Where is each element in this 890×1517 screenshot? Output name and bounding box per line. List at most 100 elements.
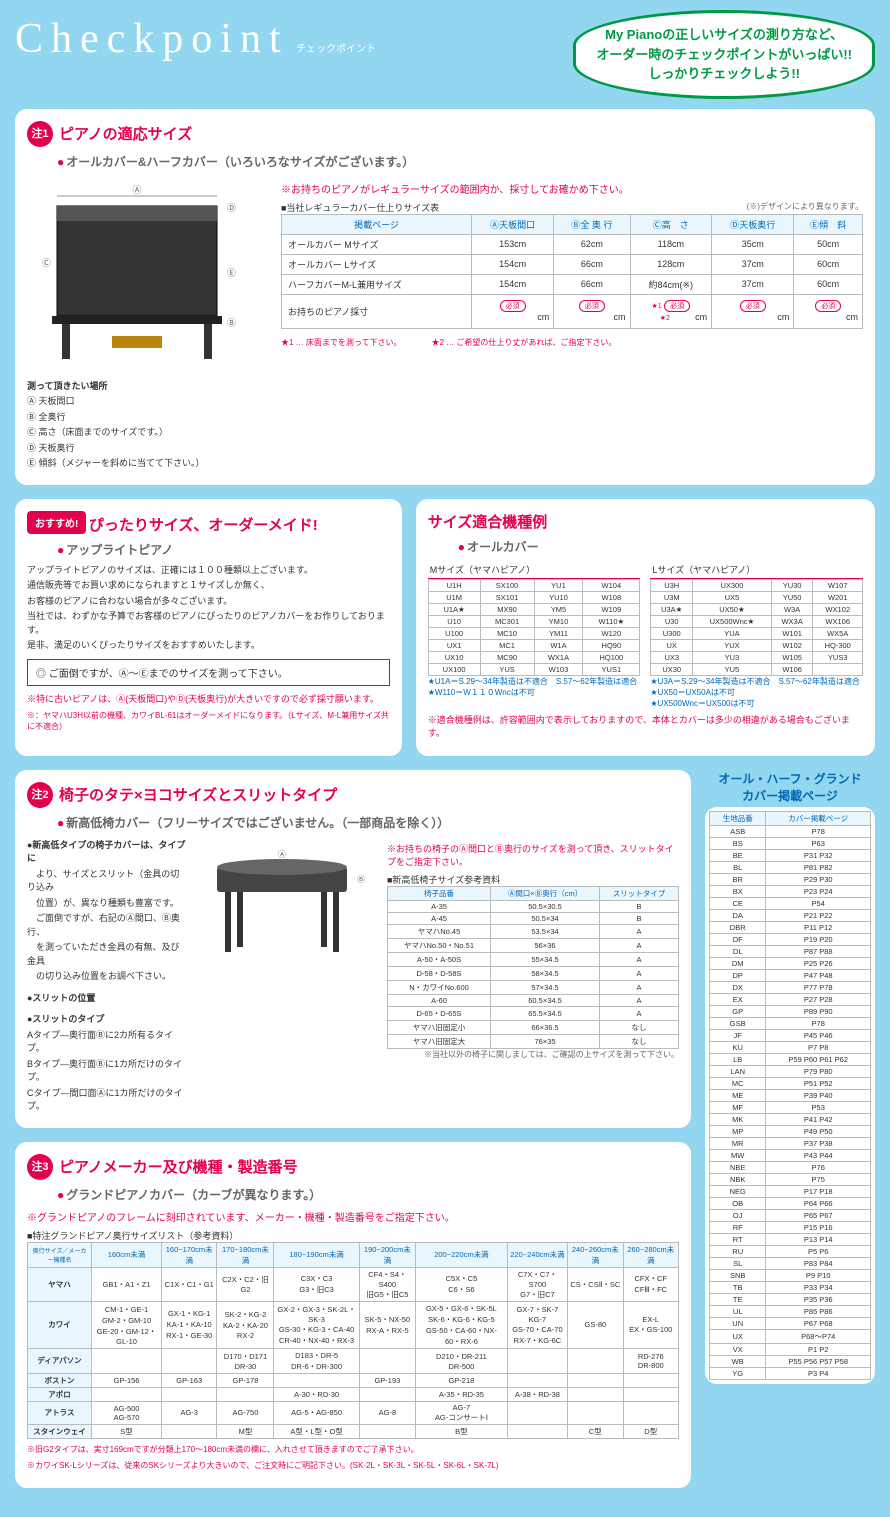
table-row: GSBP78 [710, 1017, 871, 1029]
table-row: ULP85 P86 [710, 1305, 871, 1317]
section-3: 注3 ピアノメーカー及び機種・製造番号 グランドピアノカバー（カーブが異なります。… [15, 1142, 691, 1488]
svg-text:Ⓐ: Ⓐ [132, 185, 141, 195]
speech-bubble: My Pianoの正しいサイズの測り方など、 オーダー時のチェックポイントがいっ… [573, 10, 875, 99]
table-row: BLP81 P82 [710, 861, 871, 873]
table-row: UNP67 P68 [710, 1317, 871, 1329]
sec2-sub: 新高低椅カバー（フリーサイズではございません。（一部商品を除く）） [57, 814, 679, 831]
table-row: D-65・D-65S65.5×34.5A [388, 1006, 679, 1020]
table-row: MRP37 P38 [710, 1137, 871, 1149]
table-row: DPP47 P48 [710, 969, 871, 981]
table-row: ヤマハNo.4553.5×34A [388, 924, 679, 938]
table-row: TEP35 P36 [710, 1293, 871, 1305]
table-row: WBP55 P56 P57 P58 [710, 1355, 871, 1367]
cover-page-table: 生地品番カバー掲載ページASBP78BSP63BEP31 P32BLP81 P8… [709, 811, 871, 1380]
section-2: 注2 椅子のタテ×ヨコサイズとスリットタイプ 新高低椅カバー（フリーサイズではござ… [15, 770, 691, 1128]
table-row: SNBP9 P10 [710, 1269, 871, 1281]
table-row: DLP87 P88 [710, 945, 871, 957]
table-row: UXP68～P74 [710, 1329, 871, 1343]
table-row: ハーフカバーM-L兼用サイズ154cm66cm約84cm(※)37cm60cm [282, 274, 863, 294]
table-row: GPP89 P90 [710, 1005, 871, 1017]
table-row: MFP53 [710, 1101, 871, 1113]
svg-text:Ⓔ: Ⓔ [227, 268, 236, 278]
table-row: ヤマハNo.50・No.5156×36A [388, 938, 679, 952]
table-row: D-58・D-58S58×34.5A [388, 966, 679, 980]
table-row: UX100YUSW103YUS1 [428, 663, 640, 675]
svg-text:Ⓑ: Ⓑ [357, 875, 365, 884]
sec2-title: 椅子のタテ×ヨコサイズとスリットタイプ [59, 784, 337, 805]
sec1-warn: ※お持ちのピアノがレギュラーサイズの範囲内か、採寸してお確かめ下さい。 [281, 181, 863, 196]
table-row: OBP64 P66 [710, 1197, 871, 1209]
table-row: DBRP11 P12 [710, 921, 871, 933]
table-row: NBKP75 [710, 1173, 871, 1185]
table-row: ASBP78 [710, 825, 871, 837]
table-row: NEGP17 P18 [710, 1185, 871, 1197]
table-row: ヤマハGB1・A1・Z1C1X・C1・G1C2X・C2・旧G2C3X・C3 G3… [28, 1267, 679, 1301]
svg-text:Ⓓ: Ⓓ [227, 203, 236, 213]
table-row: U3HUX300YU30W107 [651, 579, 863, 591]
table-row: カワイCM-1・GE-1 GM-2・GM-10 GE-20・GM-12・GL-1… [28, 1301, 679, 1348]
table-row: UX30YU5W106 [651, 663, 863, 675]
table-row: U300YUAW101WX5A [651, 627, 863, 639]
table-row: ヤマハ旧固定小66×36.5なし [388, 1020, 679, 1034]
table-row: A-6060.5×34.5A [388, 994, 679, 1006]
page-subtitle: チェックポイント [296, 44, 376, 55]
table-row: MEP39 P40 [710, 1089, 871, 1101]
grand-piano-table: 奥行サイズ／メーカー機種名160cm未満160~170cm未満170~180cm… [27, 1242, 679, 1439]
bench-table: 椅子品番Ⓐ間口×Ⓑ奥行（cm）スリットタイプA-3550.5×30.5BA-45… [387, 886, 679, 1049]
table-row: DAP21 P22 [710, 909, 871, 921]
table-row: KUP7 P8 [710, 1041, 871, 1053]
table-row: BEP31 P32 [710, 849, 871, 861]
bubble-line: オーダー時のチェックポイントがいっぱい!! [596, 45, 852, 65]
table-row: JFP45 P46 [710, 1029, 871, 1041]
table-row: MWP43 P44 [710, 1149, 871, 1161]
table-row: A-3550.5×30.5B [388, 900, 679, 912]
side-title: オール・ハーフ・グランドカバー掲載ページ [705, 770, 875, 804]
table-row: RFP15 P16 [710, 1221, 871, 1233]
svg-text:Ⓐ: Ⓐ [278, 850, 286, 859]
bubble-line: しっかりチェックしよう!! [596, 64, 852, 84]
models-sub: オールカバー [458, 538, 863, 555]
table-row: CEP54 [710, 897, 871, 909]
table-row: NBEP76 [710, 1161, 871, 1173]
table-caption: ■当社レギュラーカバー仕上りサイズ表 [281, 201, 439, 214]
bubble-line: My Pianoの正しいサイズの測り方など、 [596, 25, 852, 45]
table-row: U30UX500Wnc★WX3AWX106 [651, 615, 863, 627]
l-size-table: U3HUX300YU30W107U3MUX5YU50W201U3A★UX50★W… [650, 579, 863, 676]
table-row: DFP19 P20 [710, 933, 871, 945]
table-row: A-50・A-50S55×34.5A [388, 952, 679, 966]
size-table: 掲載ページⒶ天板間口Ⓑ全 奥 行Ⓒ高 さⒹ天板奥行Ⓔ傾 斜 オールカバー Mサイ… [281, 214, 863, 329]
table-row: SLP83 P84 [710, 1257, 871, 1269]
badge-2: 注2 [27, 782, 53, 808]
svg-text:Ⓑ: Ⓑ [227, 318, 236, 328]
table-row: N・カワイNo.60057×34.5A [388, 980, 679, 994]
piano-diagram: Ⓐ Ⓓ Ⓒ Ⓔ Ⓑ [27, 176, 267, 376]
sec3-sub: グランドピアノカバー（カーブが異なります。） [57, 1186, 679, 1203]
svg-text:Ⓒ: Ⓒ [42, 258, 51, 268]
table-row: UX3YU3W105YUS3 [651, 651, 863, 663]
table-row: アトラスAG-500 AG-570AG-3AG-750AG-5・AG-850AG… [28, 1401, 679, 1424]
sec1-title: ピアノの適応サイズ [59, 123, 192, 144]
table-row: ディアパソンD170・D171 DR-30D183・DR-5 DR-6・DR-3… [28, 1348, 679, 1373]
table-row: EXP27 P28 [710, 993, 871, 1005]
table-row: RUP5 P6 [710, 1245, 871, 1257]
table-row: BRP29 P30 [710, 873, 871, 885]
table-row: オールカバー Mサイズ153cm62cm118cm35cm50cm [282, 234, 863, 254]
section-1: 注1ピアノの適応サイズ オールカバー&ハーフカバー（いろいろなサイズがございます… [15, 109, 875, 485]
table-row: BSP63 [710, 837, 871, 849]
table-row: U100MC10YM11W120 [428, 627, 640, 639]
table-row: ヤマハ旧固定大76×35なし [388, 1034, 679, 1048]
osusume-sub: アップライトピアノ [57, 541, 390, 558]
sec3-title: ピアノメーカー及び機種・製造番号 [59, 1156, 298, 1177]
table-row: RTP13 P14 [710, 1233, 871, 1245]
page-title: Checkpoint [15, 16, 289, 62]
osusume-badge: おすすめ! [27, 511, 86, 534]
table-row: ボストンGP-156GP-163GP-178GP-193GP-218 [28, 1373, 679, 1387]
models-section: サイズ適合機種例 オールカバー Mサイズ（ヤマハピアノ） U1HSX100YU1… [416, 499, 875, 756]
table-row: BXP23 P24 [710, 885, 871, 897]
badge-3: 注3 [27, 1154, 53, 1180]
table-row: VXP1 P2 [710, 1343, 871, 1355]
table-row: U1MSX101YU10W108 [428, 591, 640, 603]
measure-input-row: お持ちのピアノ採寸 必須cm 必須cm ★1 必須★2cm 必須cm 必須cm [282, 294, 863, 328]
table-row: U1HSX100YU1W104 [428, 579, 640, 591]
sec1-sub: オールカバー&ハーフカバー（いろいろなサイズがございます。） [57, 153, 863, 170]
